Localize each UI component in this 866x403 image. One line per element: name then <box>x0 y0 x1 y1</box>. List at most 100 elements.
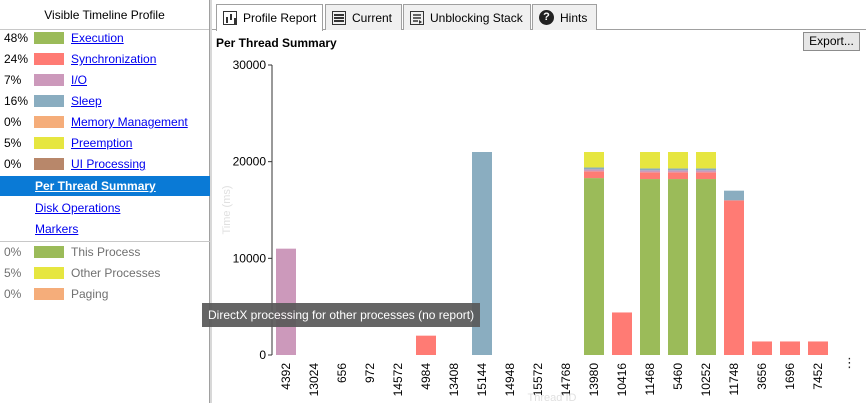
color-swatch <box>34 74 64 86</box>
y-tick-label: 30000 <box>233 58 267 72</box>
bar-segment-synchronization[interactable] <box>724 200 744 355</box>
x-tick-label: 11468 <box>643 363 657 396</box>
category-row-memory-management[interactable]: 0% Memory Management <box>0 112 210 132</box>
color-swatch <box>34 116 64 128</box>
color-swatch <box>34 267 64 279</box>
x-tick-label: 10252 <box>699 363 713 397</box>
category-row-synchronization[interactable]: 24% Synchronization <box>0 49 210 69</box>
bar-segment-sleep[interactable] <box>696 168 716 171</box>
x-tick-label: 15144 <box>475 363 489 397</box>
process-percent: 0% <box>4 287 22 301</box>
process-row-this-process: 0% This Process <box>0 242 210 262</box>
bar-segment-preemption[interactable] <box>584 152 604 168</box>
tab-label: Current <box>352 10 393 25</box>
x-tick-label: 5460 <box>671 363 685 390</box>
page-title: Per Thread Summary <box>216 36 337 50</box>
help-icon: ? <box>539 10 554 25</box>
category-link-memory-management[interactable]: Memory Management <box>71 115 188 129</box>
bar-segment-execution[interactable] <box>640 179 660 355</box>
color-swatch <box>34 288 64 300</box>
bar-segment-synchronization[interactable] <box>752 341 772 355</box>
process-label: Paging <box>71 287 109 301</box>
more-options-icon[interactable]: ⋮ <box>843 355 856 370</box>
bar-segment-i-o[interactable] <box>584 169 604 172</box>
x-axis-label: Thread ID <box>528 392 577 403</box>
process-label: Other Processes <box>71 266 161 280</box>
bar-segment-preemption[interactable] <box>640 152 660 169</box>
process-percent: 5% <box>4 266 22 280</box>
tab-bar: Profile Report Current Unblocking Stack … <box>212 0 866 31</box>
x-tick-label: 972 <box>363 363 377 383</box>
x-tick-label: 13408 <box>447 363 461 397</box>
x-tick-label: 656 <box>335 363 349 383</box>
panel-title: Visible Timeline Profile <box>0 0 209 30</box>
x-tick-label: 13024 <box>307 363 321 397</box>
nav-markers[interactable]: Markers <box>35 222 79 236</box>
category-percent: 7% <box>4 73 22 87</box>
bar-segment-execution[interactable] <box>584 178 604 355</box>
bar-segment-sleep[interactable] <box>640 168 660 171</box>
tab-label: Profile Report <box>243 11 317 25</box>
tab-hints[interactable]: ? Hints <box>532 4 597 30</box>
category-link-sleep[interactable]: Sleep <box>71 94 102 108</box>
bar-segment-i-o[interactable] <box>696 170 716 173</box>
bar-segment-preemption[interactable] <box>696 152 716 169</box>
nav-per-thread-summary[interactable]: Per Thread Summary <box>0 176 210 196</box>
process-label: This Process <box>71 245 141 259</box>
per-thread-chart: 0 10000 20000 30000 4392 13024 656 972 14572 498… <box>221 58 828 403</box>
bar-segment-sleep[interactable] <box>724 190 744 201</box>
bar-segment-synchronization[interactable] <box>696 172 716 180</box>
category-link-execution[interactable]: Execution <box>71 31 124 45</box>
bar-segment-synchronization[interactable] <box>808 341 828 355</box>
bar-segment-i-o[interactable] <box>668 170 688 173</box>
tooltip: DirectX processing for other processes (… <box>202 303 481 327</box>
bar-segment-sleep[interactable] <box>668 168 688 171</box>
category-link-synchronization[interactable]: Synchronization <box>71 52 157 66</box>
bar-segment-synchronization[interactable] <box>640 172 660 180</box>
tab-unblocking-stack[interactable]: Unblocking Stack <box>403 4 531 30</box>
left-panel: Visible Timeline Profile 48% Execution 2… <box>0 0 210 403</box>
bar-segment-synchronization[interactable] <box>416 335 436 355</box>
bar-segment-i-o[interactable] <box>276 248 296 355</box>
report-icon <box>223 11 237 25</box>
tab-current[interactable]: Current <box>325 4 402 30</box>
category-row-preemption[interactable]: 5% Preemption <box>0 133 210 153</box>
category-percent: 0% <box>4 157 22 171</box>
bar-segment-preemption[interactable] <box>668 152 688 169</box>
bar-segment-execution[interactable] <box>668 179 688 355</box>
bar-segment-sleep[interactable] <box>584 167 604 170</box>
color-swatch <box>34 137 64 149</box>
color-swatch <box>34 53 64 65</box>
divider <box>0 241 210 242</box>
panel-splitter[interactable] <box>210 0 212 403</box>
category-link-ui-processing[interactable]: UI Processing <box>71 157 146 171</box>
nav-disk-operations[interactable]: Disk Operations <box>35 201 121 215</box>
color-swatch <box>34 32 64 44</box>
category-link-io[interactable]: I/O <box>71 73 88 87</box>
x-tick-label: 14572 <box>391 363 405 397</box>
process-row-paging: 0% Paging <box>0 284 210 304</box>
category-percent: 16% <box>4 94 29 108</box>
export-button[interactable]: Export... <box>803 32 860 51</box>
bar-segment-synchronization[interactable] <box>584 171 604 179</box>
tab-profile-report[interactable]: Profile Report <box>216 4 323 31</box>
bar-segment-i-o[interactable] <box>640 170 660 173</box>
category-percent: 24% <box>4 52 29 66</box>
tab-label: Unblocking Stack <box>430 10 523 25</box>
category-row-ui-processing[interactable]: 0% UI Processing <box>0 154 210 174</box>
bar-segment-synchronization[interactable] <box>668 172 688 180</box>
x-tick-label: 11748 <box>727 363 741 396</box>
tab-label: Hints <box>560 10 588 25</box>
category-row-sleep[interactable]: 16% Sleep <box>0 91 210 111</box>
bar-segment-synchronization[interactable] <box>612 312 632 355</box>
category-row-io[interactable]: 7% I/O <box>0 70 210 90</box>
x-tick-label: 15572 <box>531 363 545 397</box>
bar-segment-execution[interactable] <box>696 179 716 355</box>
category-percent: 5% <box>4 136 22 150</box>
category-row-execution[interactable]: 48% Execution <box>0 28 210 48</box>
x-tick-label: 14768 <box>559 363 573 397</box>
x-tick-label: 13980 <box>587 363 601 397</box>
category-link-preemption[interactable]: Preemption <box>71 136 133 150</box>
bar-segment-synchronization[interactable] <box>780 341 800 355</box>
color-swatch <box>34 246 64 258</box>
